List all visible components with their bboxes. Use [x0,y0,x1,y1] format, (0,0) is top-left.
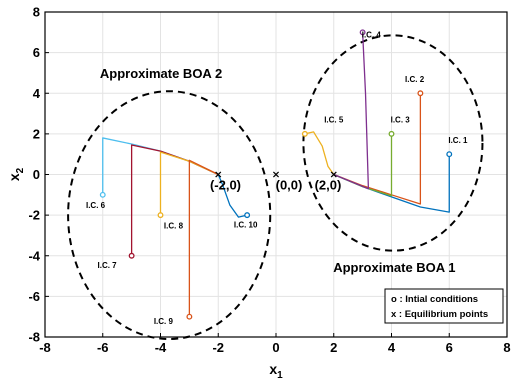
y-tick-label: 8 [33,5,40,20]
x-axis-label: x1 [269,361,283,381]
equilibrium-marker-2-0 [215,171,222,178]
trajectory-i-c-4 [333,32,370,190]
initial-condition-i-c-1 [446,151,453,158]
legend-item: o : Intial conditions [391,294,478,305]
x-tick-label: -6 [97,340,109,355]
equilibrium-marker-2-0 [330,171,337,178]
ic-label-i-c-7: I.C. 7 [98,261,118,270]
equilibrium-marker-0-0 [272,171,280,178]
legend-item: x : Equilibrium points [391,309,488,320]
y-tick-label: -6 [28,289,40,304]
region-approximate-boa-1 [302,34,484,252]
x-tick-label: 4 [388,340,396,355]
ic-label-i-c-1: I.C. 1 [448,136,468,145]
x-tick-label: 0 [272,340,279,355]
ic-label-i-c-4: I.C. 4 [362,30,382,39]
trajectory-i-c-10 [217,174,248,218]
annotations: Approximate BOA 1 Approximate BOA 2 I.C. 1… [86,30,468,325]
x-tick-label: -8 [39,340,51,355]
x-tick-label: 2 [330,340,337,355]
trajectory-i-c-2 [333,93,422,205]
y-tick-label: -2 [28,208,40,223]
trajectories [102,32,450,317]
y-tick-label: -4 [28,248,40,263]
region-approximate-boa-2 [67,90,272,341]
initial-condition-i-c-5 [301,130,308,137]
initial-condition-i-c-2 [417,90,424,97]
legend-box [384,288,504,324]
legend: o : Intial conditions x : Equilibrium poi… [384,288,504,324]
initial-condition-i-c-8 [157,212,164,219]
boa-regions [67,34,484,341]
equilibrium-label-0-0: (0,0) [276,178,303,193]
trajectory-i-c-7 [130,144,219,256]
trajectory-i-c-5 [304,131,335,175]
ic-label-i-c-8: I.C. 8 [164,221,184,230]
initial-condition-i-c-9 [186,313,193,320]
initial-condition-i-c-4 [359,29,366,36]
initial-condition-i-c-7 [128,252,135,259]
initial-condition-i-c-6 [99,191,106,198]
ic-label-i-c-6: I.C. 6 [86,201,106,210]
x-tick-label: -2 [212,340,224,355]
initial-condition-i-c-3 [388,130,395,137]
y-tick-label: 4 [33,86,41,101]
ic-label-i-c-2: I.C. 2 [405,75,425,84]
ic-label-i-c-10: I.C. 10 [234,220,258,229]
equilibrium-label-2-0: (2,0) [315,178,342,193]
ic-label-i-c-3: I.C. 3 [391,116,411,125]
region-label-approximate-boa-1: Approximate BOA 1 [333,260,455,275]
x-tick-label: -4 [155,340,167,355]
x-tick-label: 8 [503,340,510,355]
ic-label-i-c-9: I.C. 9 [154,317,174,326]
x-tick-label: 6 [446,340,453,355]
tick-labels: -8 -6 -4 -2 0 2 4 6 8 -8 -6 -4 -2 0 2 4 6 8 [28,5,510,356]
trajectory-i-c-9 [188,159,219,317]
y-tick-label: 2 [33,126,40,141]
ic-label-i-c-5: I.C. 5 [324,116,344,125]
y-tick-label: -8 [28,330,40,345]
y-tick-label: 6 [33,45,40,60]
equilibrium-label-2-0: (-2,0) [210,178,241,193]
y-tick-label: 0 [33,167,40,182]
markers [99,29,453,320]
y-axis-label: x2 [6,167,26,181]
initial-condition-i-c-10 [244,212,251,219]
region-label-approximate-boa-2: Approximate BOA 2 [100,66,222,81]
